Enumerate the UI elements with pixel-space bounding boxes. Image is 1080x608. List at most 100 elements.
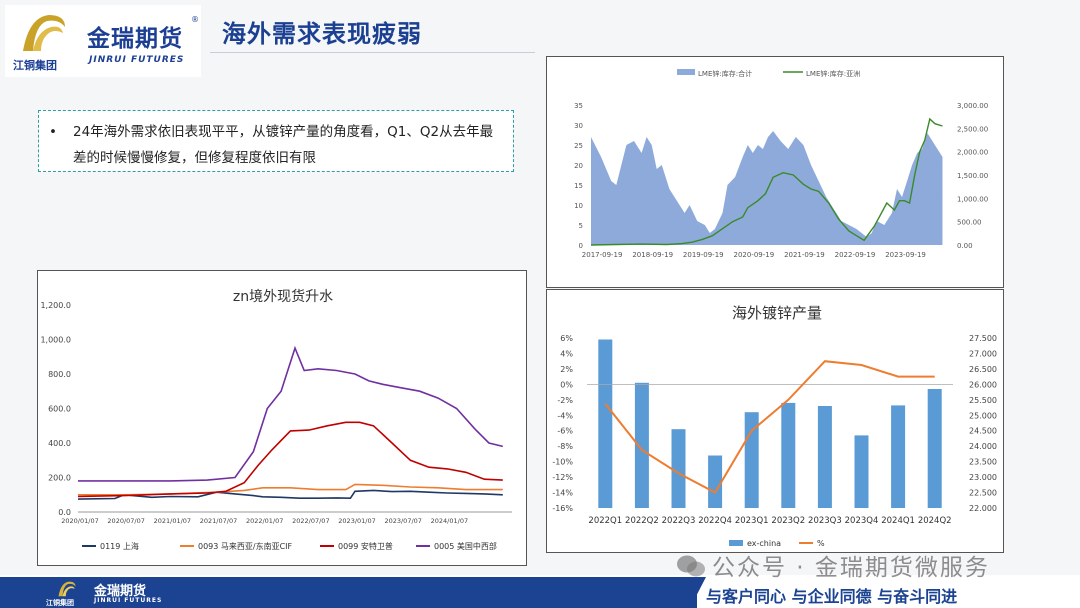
galvanizing-output-chart: 海外镀锌产量 -16% -14% -12% -10% -8% -6% -4% -2% 0% 2% 4%… xyxy=(546,289,1004,553)
x-tick-label: 2023-09-19 xyxy=(885,251,926,259)
y-right-tick-label: 22.500 xyxy=(969,489,997,498)
y-tick-label: 1,200.0 xyxy=(40,301,71,310)
y-right-tick-label: 25.500 xyxy=(969,396,997,405)
x-tick-label: 2023Q2 xyxy=(771,516,805,526)
x-tick-label: 2020-09-19 xyxy=(733,251,774,259)
x-tick-label: 2024Q1 xyxy=(881,516,915,526)
y-left-tick-label: -8% xyxy=(557,442,573,451)
bar-ex-china xyxy=(671,429,686,508)
chart-title: 海外镀锌产量 xyxy=(732,304,822,322)
lme-inventory-svg: LME锌:库存:合计 LME锌:库存:亚洲 0 5 10 15 20 25 30 35 0.00 50… xyxy=(574,69,988,259)
galvanizing-output-svg: 海外镀锌产量 -16% -14% -12% -10% -8% -6% -4% -2% 0% 2% 4%… xyxy=(552,304,997,548)
x-tick-label: 2023Q4 xyxy=(845,516,879,526)
y-left-tick-label: 15 xyxy=(574,182,583,190)
footer-bar xyxy=(0,577,697,608)
y-right-tick-label: 0.00 xyxy=(957,242,973,250)
y-right-tick-label: 3,000.00 xyxy=(957,102,988,110)
summary-box: • 24年海外需求依旧表现平平，从镀锌产量的角度看，Q1、Q2从去年最差的时候慢… xyxy=(38,110,514,172)
y-tick-label: 200.0 xyxy=(48,474,71,483)
footer-group-cn: 江铜集团 xyxy=(46,599,74,607)
bar-ex-china xyxy=(891,405,906,508)
footer-slogan: 与客户同心 与企业同德 与奋斗同进 xyxy=(706,587,958,606)
footer-logo: 金瑞期货 JINRUI FUTURES 江铜集团 xyxy=(44,578,194,607)
y-left-tick-label: 35 xyxy=(574,102,583,110)
bar-ex-china xyxy=(927,389,942,508)
x-tick-label: 2018-09-19 xyxy=(632,251,673,259)
registered-mark: ® xyxy=(191,15,199,24)
logo-company-cn: 金瑞期货 xyxy=(87,26,183,52)
legend-label-line: % xyxy=(817,539,825,548)
y-right-tick-label: 2,000.00 xyxy=(957,149,988,157)
x-tick-label: 2023/01/07 xyxy=(338,517,375,525)
y-right-tick-label: 26.500 xyxy=(969,365,997,374)
wechat-icon xyxy=(677,555,705,577)
y-tick-label: 0.0 xyxy=(58,508,71,517)
legend-label-3: 0005 美国中西部 xyxy=(434,541,497,551)
x-tick-label: 2024/01/07 xyxy=(431,517,468,525)
legend-swatch-bars xyxy=(729,540,743,546)
y-left-tick-label: -2% xyxy=(557,396,573,405)
series-area-total xyxy=(591,131,943,245)
x-tick-label: 2022Q3 xyxy=(662,516,696,526)
y-left-tick-label: -16% xyxy=(552,504,573,513)
watermark-text: 公众号 · 金瑞期货微服务 xyxy=(712,555,990,581)
y-left-tick-label: -10% xyxy=(552,458,573,467)
y-tick-label: 400.0 xyxy=(48,439,71,448)
y-left-tick-label: -6% xyxy=(557,427,573,436)
y-right-tick-label: 26.000 xyxy=(969,380,997,389)
x-tick-label: 2022-09-19 xyxy=(835,251,876,259)
x-tick-label: 2021/07/07 xyxy=(200,517,237,525)
x-tick-label: 2022/07/07 xyxy=(292,517,329,525)
x-tick-label: 2022Q2 xyxy=(625,516,659,526)
title-divider xyxy=(210,52,535,53)
legend-label-bars: ex-china xyxy=(747,539,781,548)
footer-logo-icon xyxy=(58,581,76,597)
bar-ex-china xyxy=(781,402,796,508)
footer-company-en: JINRUI FUTURES xyxy=(94,597,163,604)
y-left-tick-label: 5 xyxy=(579,222,583,230)
legend-label-1: 0093 马来西亚/东南亚CIF xyxy=(198,541,293,551)
y-left-tick-label: 0 xyxy=(579,242,583,250)
x-tick-label: 2022Q4 xyxy=(698,516,732,526)
legend-label-asia: LME锌:库存:亚洲 xyxy=(806,69,860,78)
zinc-premium-svg: zn境外现货升水 0.0 200.0 400.0 600.0 800.0 1,000.0 1,… xyxy=(40,288,512,551)
jinrui-logo-icon xyxy=(23,15,65,51)
y-right-tick-label: 1,500.00 xyxy=(957,172,988,180)
logo-group-cn: 江铜集团 xyxy=(13,59,57,72)
y-left-tick-label: 0% xyxy=(560,380,573,389)
bar-ex-china xyxy=(634,382,649,508)
legend-label-2: 0099 安特卫普 xyxy=(338,541,393,551)
legend-label-total: LME锌:库存:合计 xyxy=(698,69,752,78)
x-tick-label: 2022Q1 xyxy=(588,516,622,526)
x-tick-label: 2017-09-19 xyxy=(582,251,623,259)
bar-ex-china xyxy=(817,406,832,508)
y-right-tick-label: 27.000 xyxy=(969,349,997,358)
footer-slant xyxy=(690,577,706,608)
company-logo: 金瑞期货 ® JINRUI FUTURES 江铜集团 xyxy=(5,5,201,77)
x-tick-label: 2023Q1 xyxy=(735,516,769,526)
y-right-tick-label: 1,000.00 xyxy=(957,195,988,203)
footer-company-cn: 金瑞期货 xyxy=(94,584,147,599)
x-tick-label: 2024Q2 xyxy=(918,516,952,526)
logo-company-en: JINRUI FUTURES xyxy=(89,55,185,65)
y-right-tick-label: 23.000 xyxy=(969,473,997,482)
y-left-tick-label: -14% xyxy=(552,489,573,498)
y-tick-label: 1,000.0 xyxy=(40,336,71,345)
x-tick-label: 2022/01/07 xyxy=(246,517,283,525)
y-right-tick-label: 25.000 xyxy=(969,411,997,420)
y-tick-label: 800.0 xyxy=(48,370,71,379)
y-left-tick-label: 25 xyxy=(574,142,583,150)
lme-inventory-chart: LME锌:库存:合计 LME锌:库存:亚洲 0 5 10 15 20 25 30 35 0.00 50… xyxy=(546,56,1004,288)
y-left-tick-label: -4% xyxy=(557,411,573,420)
bar-ex-china xyxy=(708,455,723,508)
x-tick-label: 2023Q3 xyxy=(808,516,842,526)
x-tick-label: 2021-09-19 xyxy=(784,251,825,259)
zinc-premium-chart: zn境外现货升水 0.0 200.0 400.0 600.0 800.0 1,000.0 1,… xyxy=(37,270,527,566)
y-right-tick-label: 23.500 xyxy=(969,458,997,467)
bar-ex-china xyxy=(598,339,613,508)
y-right-tick-label: 24.000 xyxy=(969,442,997,451)
page-title: 海外需求表现疲弱 xyxy=(222,20,422,48)
y-left-tick-label: 10 xyxy=(574,202,583,210)
y-right-tick-label: 24.500 xyxy=(969,427,997,436)
y-left-tick-label: 4% xyxy=(560,349,573,358)
